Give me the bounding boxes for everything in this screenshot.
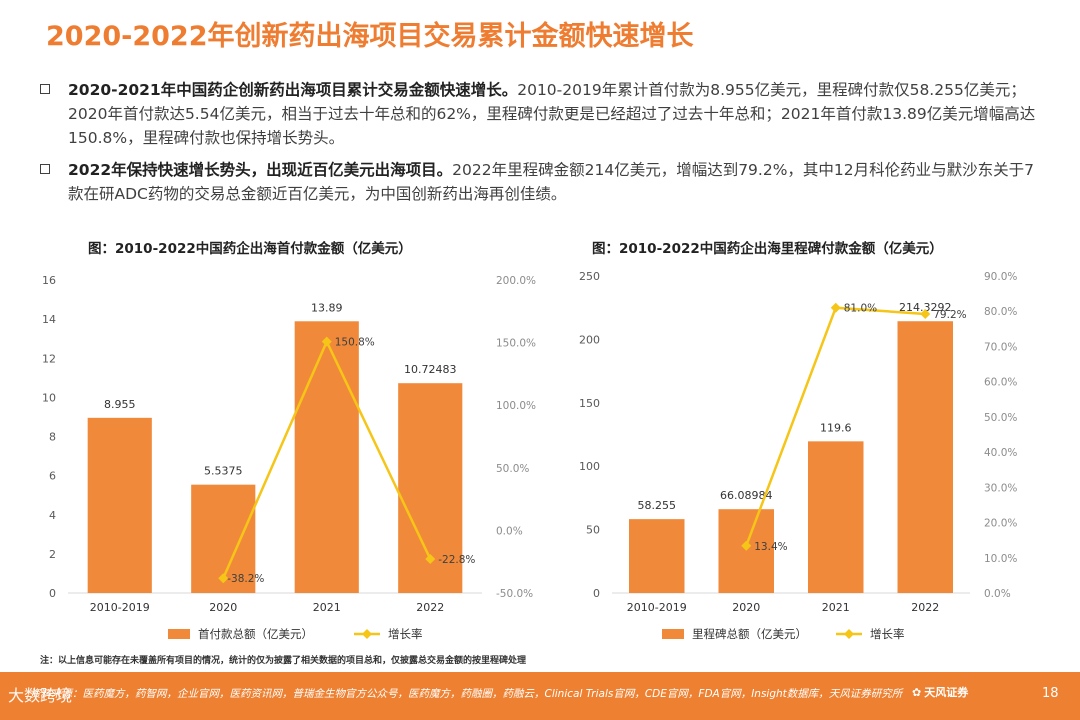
bar-data-label: 8.955 [104,398,136,411]
y-tick-label: 2 [49,548,56,561]
chart-1-title: 图：2010-2022中国药企出海首付款金额（亿美元） [88,241,412,257]
x-tick-label: 2022 [416,601,444,614]
y2-tick-label: 100.0% [496,400,536,412]
y2-tick-label: 150.0% [496,338,536,350]
growth-rate-marker [321,336,332,347]
x-tick-label: 2010-2019 [627,601,687,614]
bar-data-label: 119.6 [820,421,852,434]
growth-rate-label: 79.2% [933,309,966,321]
x-tick-label: 2020 [209,601,237,614]
growth-rate-marker [425,553,436,564]
bullet-list: 2020-2021年中国药企创新药出海项目累计交易金额快速增长。2010-201… [40,78,1040,214]
legend-line-label: 增长率 [388,627,423,641]
legend-line-label: 增长率 [870,627,905,641]
y2-tick-label: 30.0% [984,482,1017,494]
y2-tick-label: 20.0% [984,518,1017,530]
footnote: 注：以上信息可能存在未覆盖所有项目的情况，统计的仅为披露了相关数据的项目总和，仅… [40,656,527,666]
bar [808,441,864,593]
y2-tick-label: 0.0% [984,588,1011,600]
page-title: 2020-2022年创新药出海项目交易累计金额快速增长 [46,21,694,52]
bar-data-label: 13.89 [311,301,343,314]
legend-line-marker [362,629,372,639]
source-text: 资料来源：医药魔方，药智网，企业官网，医药资讯网，普瑞金生物官方公众号，医药魔方… [30,688,903,700]
upfront-payment-chart: 0 2 4 6 8 10 12 14 16 -50.0% 0.0% 50.0% 100.0% 150.0%… [42,274,536,641]
brand-logo-text: 天风证券 [924,686,969,699]
square-bullet-icon [40,164,50,174]
page-number: 18 [1042,686,1059,701]
legend-bar-label: 首付款总额（亿美元） [198,627,313,641]
chart-2-title: 图：2010-2022中国药企出海里程碑付款金额（亿美元） [592,241,943,257]
growth-rate-marker [920,309,931,320]
y2-tick-label: 50.0% [984,412,1017,424]
x-tick-label: 2021 [822,601,850,614]
growth-rate-label: -38.2% [227,573,264,585]
y-tick-label: 150 [579,397,600,410]
legend-bar-swatch [168,629,190,639]
legend-bar-swatch [662,629,684,639]
y-tick-label: 0 [49,587,56,600]
y2-tick-label: 80.0% [984,306,1017,318]
y2-tick-label: 70.0% [984,341,1017,353]
growth-rate-marker [741,540,752,551]
bar-data-label: 5.5375 [204,465,243,478]
y-tick-label: 8 [49,431,56,444]
legend-line-marker [844,629,854,639]
growth-rate-label: 150.8% [335,337,375,349]
y-tick-label: 12 [42,352,56,365]
y2-tick-label: 50.0% [496,463,529,475]
bar [87,417,152,593]
bar-data-label: 66.08984 [720,489,773,502]
bullet-1-bold: 2020-2021年中国药企创新药出海项目累计交易金额快速增长。 [68,81,518,99]
bullet-1-text: 2010-2019年累计首付款为8.955亿美元，里程碑付款仅58.255亿美元… [68,81,1036,147]
growth-rate-label: -22.8% [438,554,475,566]
bar [718,509,774,593]
y-tick-label: 250 [579,270,600,283]
y-tick-label: 10 [42,391,56,404]
x-tick-label: 2010-2019 [90,601,150,614]
y-tick-label: 200 [579,333,600,346]
y2-tick-label: 10.0% [984,553,1017,565]
y2-tick-label: 40.0% [984,447,1017,459]
flower-icon: ✿ [912,686,922,699]
bar-data-label: 58.255 [638,499,677,512]
growth-rate-label: 81.0% [844,303,877,315]
bar [629,519,685,593]
y-tick-label: 16 [42,274,56,287]
y-tick-label: 6 [49,470,56,483]
y2-tick-label: 90.0% [984,271,1017,283]
bullet-2-bold: 2022年保持快速增长势头，出现近百亿美元出海项目。 [68,161,453,179]
watermark-text: 大数跨境 [8,686,73,705]
x-tick-label: 2021 [313,601,341,614]
bar [294,321,359,593]
brand-logo: ✿ 天风证券 [912,684,968,700]
milestone-payment-chart: 0 50 100 150 200 250 0.0% 10.0% 20.0% 30.0% 40.0% 5… [579,270,1017,641]
legend-bar-label: 里程碑总额（亿美元） [692,627,807,641]
y2-tick-label: -50.0% [496,588,533,600]
x-tick-label: 2022 [911,601,939,614]
y-tick-label: 0 [593,587,600,600]
y-tick-label: 14 [42,313,56,326]
bullet-2: 2022年保持快速增长势头，出现近百亿美元出海项目。2022年里程碑金额214亿… [40,158,1040,206]
bullet-2-text: 2022年里程碑金额214亿美元，增幅达到79.2%，其中12月科伦药业与默沙东… [68,161,1035,203]
footer-bar: 资料来源：医药魔方，药智网，企业官网，医药资讯网，普瑞金生物官方公众号，医药魔方… [0,672,1080,720]
bar [897,321,953,593]
y-tick-label: 4 [49,509,56,522]
x-tick-label: 2020 [732,601,760,614]
y-tick-label: 50 [586,524,600,537]
watermark: 大数跨境 [8,682,72,706]
bar-data-label: 214.3292 [899,301,952,314]
bar-data-label: 10.72483 [404,363,457,376]
y-tick-label: 100 [579,460,600,473]
square-bullet-icon [40,84,50,94]
y2-tick-label: 0.0% [496,525,523,537]
bullet-1: 2020-2021年中国药企创新药出海项目累计交易金额快速增长。2010-201… [40,78,1040,150]
y2-tick-label: 60.0% [984,377,1017,389]
growth-rate-marker [218,573,229,584]
growth-rate-marker [830,302,841,313]
y2-tick-label: 200.0% [496,275,536,287]
growth-rate-label: 13.4% [754,541,787,553]
